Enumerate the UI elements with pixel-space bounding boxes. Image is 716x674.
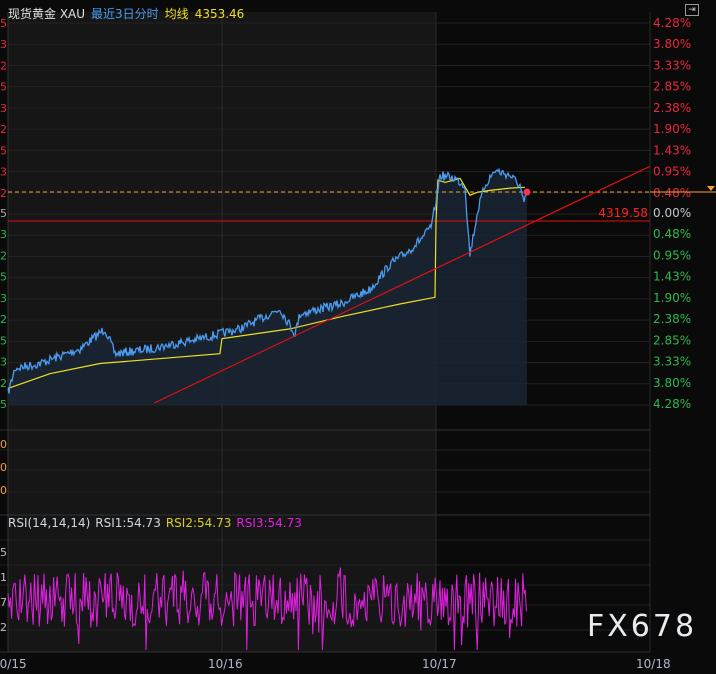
- left-axis-label: 5: [0, 17, 7, 30]
- left-axis-label: 5: [0, 144, 7, 157]
- left-axis-label: 0: [0, 484, 7, 497]
- right-axis-label: 0.95%: [653, 248, 691, 262]
- left-axis-label: 5: [0, 271, 7, 284]
- right-axis-label: 2.38%: [653, 312, 691, 326]
- left-axis-label: 2: [0, 249, 7, 262]
- prev-close-label: 4319.58: [598, 206, 648, 220]
- instrument-name: 现货黄金 XAU: [8, 7, 86, 21]
- left-axis-label: 2: [0, 187, 7, 200]
- right-axis-label: 4.28%: [653, 16, 691, 30]
- left-axis-label: 0: [0, 461, 7, 474]
- x-axis-label: 10/15: [0, 657, 27, 671]
- left-axis-label: 7: [0, 596, 7, 609]
- left-axis-label: 1: [0, 571, 7, 584]
- left-axis-label: 3: [0, 356, 7, 369]
- current-price-dot: [523, 188, 531, 196]
- current-price-marker: [707, 186, 715, 191]
- right-axis-label: 3.80%: [653, 376, 691, 390]
- ma-line: [7, 177, 525, 389]
- x-axis-label: 10/18: [636, 657, 671, 671]
- left-axis-label: 5: [0, 546, 7, 559]
- right-axis-label: 1.43%: [653, 270, 691, 284]
- collapse-panel-button[interactable]: ⇥: [685, 4, 699, 16]
- price-line: [7, 167, 528, 394]
- left-axis-label: 2: [0, 313, 7, 326]
- right-axis-label: 1.90%: [653, 291, 691, 305]
- left-axis-label: 3: [0, 38, 7, 51]
- chart-header: 现货黄金 XAU 最近3日分时 均线 4353.46: [8, 5, 250, 22]
- rsi3-value: RSI3:54.73: [236, 516, 302, 530]
- left-axis-label: 3: [0, 228, 7, 241]
- left-axis-label: 2: [0, 59, 7, 72]
- rsi-line: [7, 567, 527, 651]
- right-axis-label: 2.85%: [653, 333, 691, 347]
- left-axis-label: 3: [0, 292, 7, 305]
- left-axis-label: 3: [0, 166, 7, 179]
- ma-value: 4353.46: [194, 7, 245, 21]
- left-axis-label: 5: [0, 207, 7, 220]
- right-axis-zero: 0.00%: [653, 206, 691, 220]
- right-axis-label: 3.33%: [653, 355, 691, 369]
- rsi2-value: RSI2:54.73: [165, 516, 232, 530]
- right-axis-label: 1.43%: [653, 143, 691, 157]
- right-axis-label: 3.80%: [653, 37, 691, 51]
- left-axis-label: 3: [0, 102, 7, 115]
- right-axis-label: 2.85%: [653, 80, 691, 94]
- price-area: [8, 169, 527, 405]
- trend-line: [153, 165, 651, 404]
- left-axis-label: 5: [0, 398, 7, 411]
- right-axis-label: 3.33%: [653, 58, 691, 72]
- left-axis-label: 2: [0, 123, 7, 136]
- right-axis-label: 0.48%: [653, 186, 691, 200]
- rsi-title: RSI(14,14,14): [8, 516, 91, 530]
- x-axis-label: 10/17: [422, 657, 457, 671]
- x-axis-label: 10/16: [208, 657, 243, 671]
- right-axis-label: 1.90%: [653, 122, 691, 136]
- left-axis-label: 5: [0, 334, 7, 347]
- rsi-header: RSI(14,14,14) RSI1:54.73 RSI2:54.73 RSI3:54…: [8, 516, 307, 530]
- ma-label: 均线: [164, 7, 189, 21]
- left-axis-label: 2: [0, 621, 7, 634]
- left-axis-label: 0: [0, 438, 7, 451]
- right-axis-label: 2.38%: [653, 101, 691, 115]
- right-axis-label: 0.95%: [653, 165, 691, 179]
- watermark: FX678: [587, 609, 698, 644]
- right-axis-label: 4.28%: [653, 397, 691, 411]
- left-axis-label: 5: [0, 81, 7, 94]
- right-axis-label: 0.48%: [653, 227, 691, 241]
- left-axis-label: 2: [0, 377, 7, 390]
- rsi1-value: RSI1:54.73: [95, 516, 161, 530]
- header-bar: [0, 0, 716, 12]
- period-label[interactable]: 最近3日分时: [91, 7, 159, 21]
